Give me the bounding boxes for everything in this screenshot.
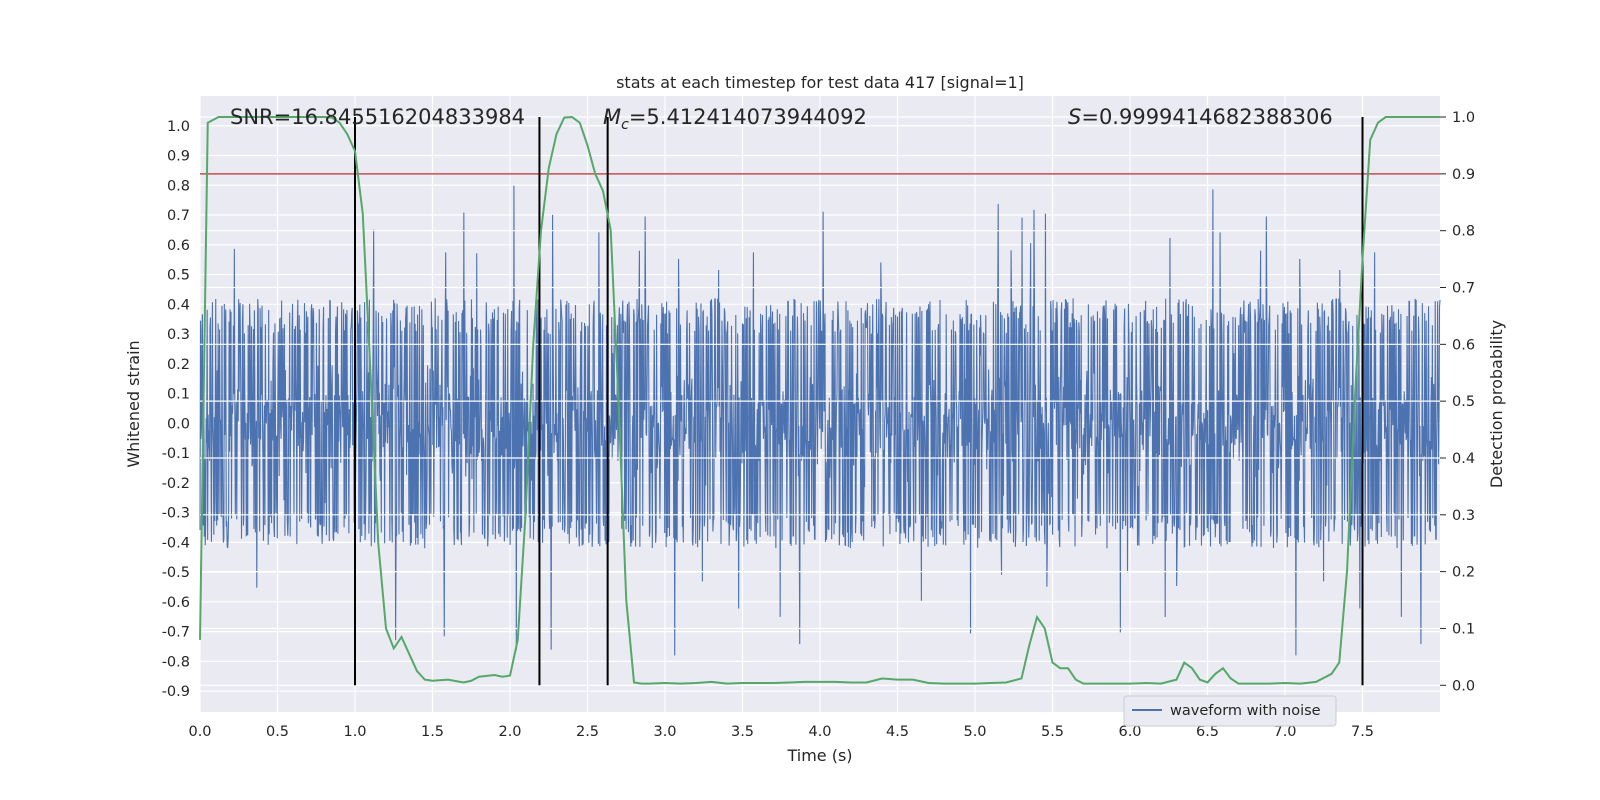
- x-tick-label: 4.5: [886, 724, 909, 740]
- y2-tick-label: 0.7: [1452, 281, 1475, 297]
- y-tick-label: 0.8: [167, 178, 190, 194]
- chirp-mass-annotation: Mc=5.412414073944092: [603, 105, 867, 133]
- overlay-layer: [199, 116, 1440, 686]
- y2-tick-label: 0.0: [1452, 678, 1475, 694]
- y-tick-label: -0.5: [162, 565, 190, 581]
- x-tick-label: 1.0: [343, 724, 366, 740]
- y2-tick-label: 0.9: [1452, 167, 1475, 183]
- y-tick-label: 1.0: [167, 119, 190, 135]
- significance-value: =0.9999414682388306: [1081, 105, 1332, 129]
- waveform-with-noise-series: [199, 185, 1441, 656]
- y-tick-label: 0.2: [167, 357, 190, 373]
- y-tick-label: 0.0: [167, 416, 190, 432]
- y-tick-label: -0.8: [162, 654, 190, 670]
- y-tick-label: 0.6: [167, 238, 190, 254]
- y2-tick-label: 0.8: [1452, 224, 1475, 240]
- y-tick-label: 0.5: [167, 268, 190, 284]
- y-tick-label: -0.3: [162, 506, 190, 522]
- y-axis-right-ticks: 1.0 0.9 0.8 0.7 0.6 0.5 0.4 0.3 0.2 0.1 0.0: [1440, 110, 1475, 694]
- x-tick-label: 2.5: [576, 724, 599, 740]
- x-tick-label: 5.5: [1041, 724, 1064, 740]
- snr-annotation: SNR=16.845516204833984: [230, 105, 525, 129]
- significance-annotation: S=0.9999414682388306: [1068, 105, 1333, 129]
- y-tick-label: -0.4: [162, 535, 190, 551]
- chirp-mass-symbol: M: [603, 105, 621, 129]
- y-axis-label: Whitened strain: [124, 340, 143, 467]
- x-tick-label: 2.0: [498, 724, 521, 740]
- y2-tick-label: 0.6: [1452, 337, 1475, 353]
- y2-axis-label: Detection probability: [1487, 320, 1506, 488]
- y2-tick-label: 0.1: [1452, 621, 1475, 637]
- y-tick-label: 0.1: [167, 387, 190, 403]
- significance-symbol: S: [1068, 105, 1081, 129]
- chirp-mass-value: =5.412414073944092: [629, 105, 867, 129]
- y-tick-label: -0.6: [162, 595, 190, 611]
- y2-tick-label: 1.0: [1452, 110, 1475, 126]
- legend: waveform with noise: [1123, 695, 1337, 727]
- x-axis-ticks: 0.0 0.5 1.0 1.5 2.0 2.5 3.0 3.5 4.0 4.5 5.0 5.5 6.0 6…: [188, 724, 1374, 740]
- y-tick-label: 0.9: [167, 149, 190, 165]
- legend-box: [1123, 695, 1337, 727]
- y2-tick-label: 0.2: [1452, 565, 1475, 581]
- x-tick-label: 6.0: [1118, 724, 1141, 740]
- x-tick-label: 1.5: [421, 724, 444, 740]
- x-tick-label: 0.0: [188, 724, 211, 740]
- y-tick-label: 0.4: [167, 297, 190, 313]
- y-tick-label: -0.9: [162, 684, 190, 700]
- y2-tick-label: 0.5: [1452, 394, 1475, 410]
- chirp-mass-subscript: c: [621, 117, 629, 133]
- chart-title: stats at each timestep for test data 417…: [616, 73, 1024, 92]
- y-axis-left-ticks: 1.0 0.9 0.8 0.7 0.6 0.5 0.4 0.3 0.2 0.1 0.0 -0.1 -0.…: [162, 119, 190, 700]
- x-tick-label: 4.0: [808, 724, 831, 740]
- detection-probability-line: [199, 116, 1440, 685]
- x-tick-label: 3.0: [653, 724, 676, 740]
- legend-label-waveform: waveform with noise: [1170, 703, 1321, 719]
- x-tick-label: 0.5: [266, 724, 289, 740]
- y-tick-label: 0.7: [167, 208, 190, 224]
- x-axis-label: Time (s): [786, 746, 852, 765]
- y-tick-label: -0.7: [162, 625, 190, 641]
- waveform-line: [199, 185, 1441, 656]
- x-tick-label: 7.0: [1273, 724, 1296, 740]
- x-tick-label: 5.0: [963, 724, 986, 740]
- y-tick-label: -0.1: [162, 446, 190, 462]
- x-tick-label: 6.5: [1196, 724, 1219, 740]
- y-tick-label: -0.2: [162, 476, 190, 492]
- x-tick-label: 7.5: [1351, 724, 1374, 740]
- y-tick-label: 0.3: [167, 327, 190, 343]
- y2-tick-label: 0.3: [1452, 508, 1475, 524]
- x-tick-label: 3.5: [731, 724, 754, 740]
- y2-tick-label: 0.4: [1452, 451, 1475, 467]
